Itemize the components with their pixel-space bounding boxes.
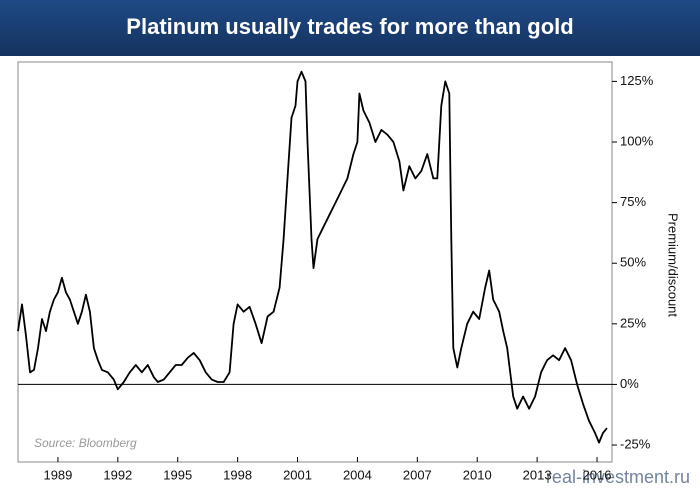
plot-frame: [17, 61, 613, 463]
x-tick-label: 1992: [103, 467, 132, 482]
title-banner: [0, 0, 700, 56]
y-tick-label: -25%: [620, 436, 651, 451]
source-note: Source: Bloomberg: [34, 436, 137, 450]
watermark: real-investment.ru: [546, 467, 690, 487]
x-tick-label: 2013: [523, 467, 552, 482]
x-tick-label: 2010: [463, 467, 492, 482]
x-tick-label: 2016: [583, 467, 612, 482]
y-tick-label: 50%: [620, 255, 646, 270]
y-axis-label: Premium/discount: [666, 213, 681, 317]
x-tick-label: 1995: [163, 467, 192, 482]
x-tick-label: 1989: [43, 467, 72, 482]
x-tick-label: 2007: [403, 467, 432, 482]
y-tick-label: 125%: [620, 73, 654, 88]
y-tick-label: 100%: [620, 133, 654, 148]
y-tick-label: 25%: [620, 315, 646, 330]
y-tick-label: 75%: [620, 194, 646, 209]
chart-title: Platinum usually trades for more than go…: [126, 14, 573, 39]
x-tick-label: 2001: [283, 467, 312, 482]
y-tick-label: 0%: [620, 376, 639, 391]
x-tick-label: 2004: [343, 467, 372, 482]
line-series: [17, 70, 608, 444]
x-tick-label: 1998: [223, 467, 252, 482]
